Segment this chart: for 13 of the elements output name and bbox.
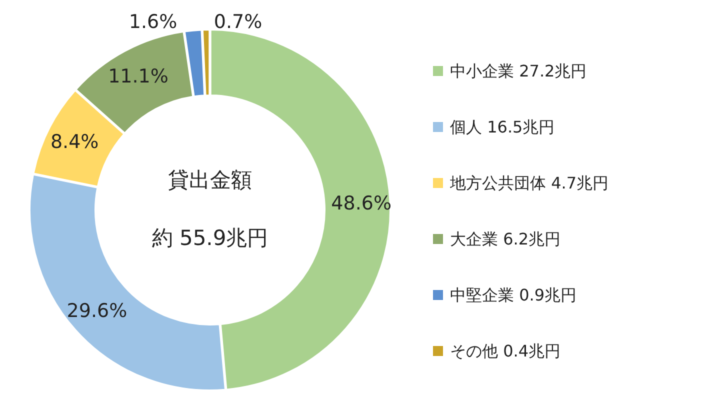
data-label: 29.6%	[66, 300, 128, 322]
legend-label: 中小企業 27.2兆円	[450, 62, 587, 80]
legend-label: その他 0.4兆円	[450, 342, 561, 360]
legend-label: 大企業 6.2兆円	[450, 230, 561, 248]
text: 約 55.9兆円	[152, 226, 268, 250]
legend-label: 中堅企業 0.9兆円	[450, 286, 577, 304]
legend-label: 地方公共団体 4.7兆円	[449, 174, 609, 192]
data-label: 11.1%	[108, 66, 168, 88]
legend-label: 個人 16.5兆円	[450, 118, 555, 136]
data-label: 1.6%	[128, 11, 178, 33]
data-label: 0.7%	[214, 11, 262, 33]
data-label: 8.4%	[50, 131, 99, 154]
text: 貸出金額	[168, 168, 252, 192]
